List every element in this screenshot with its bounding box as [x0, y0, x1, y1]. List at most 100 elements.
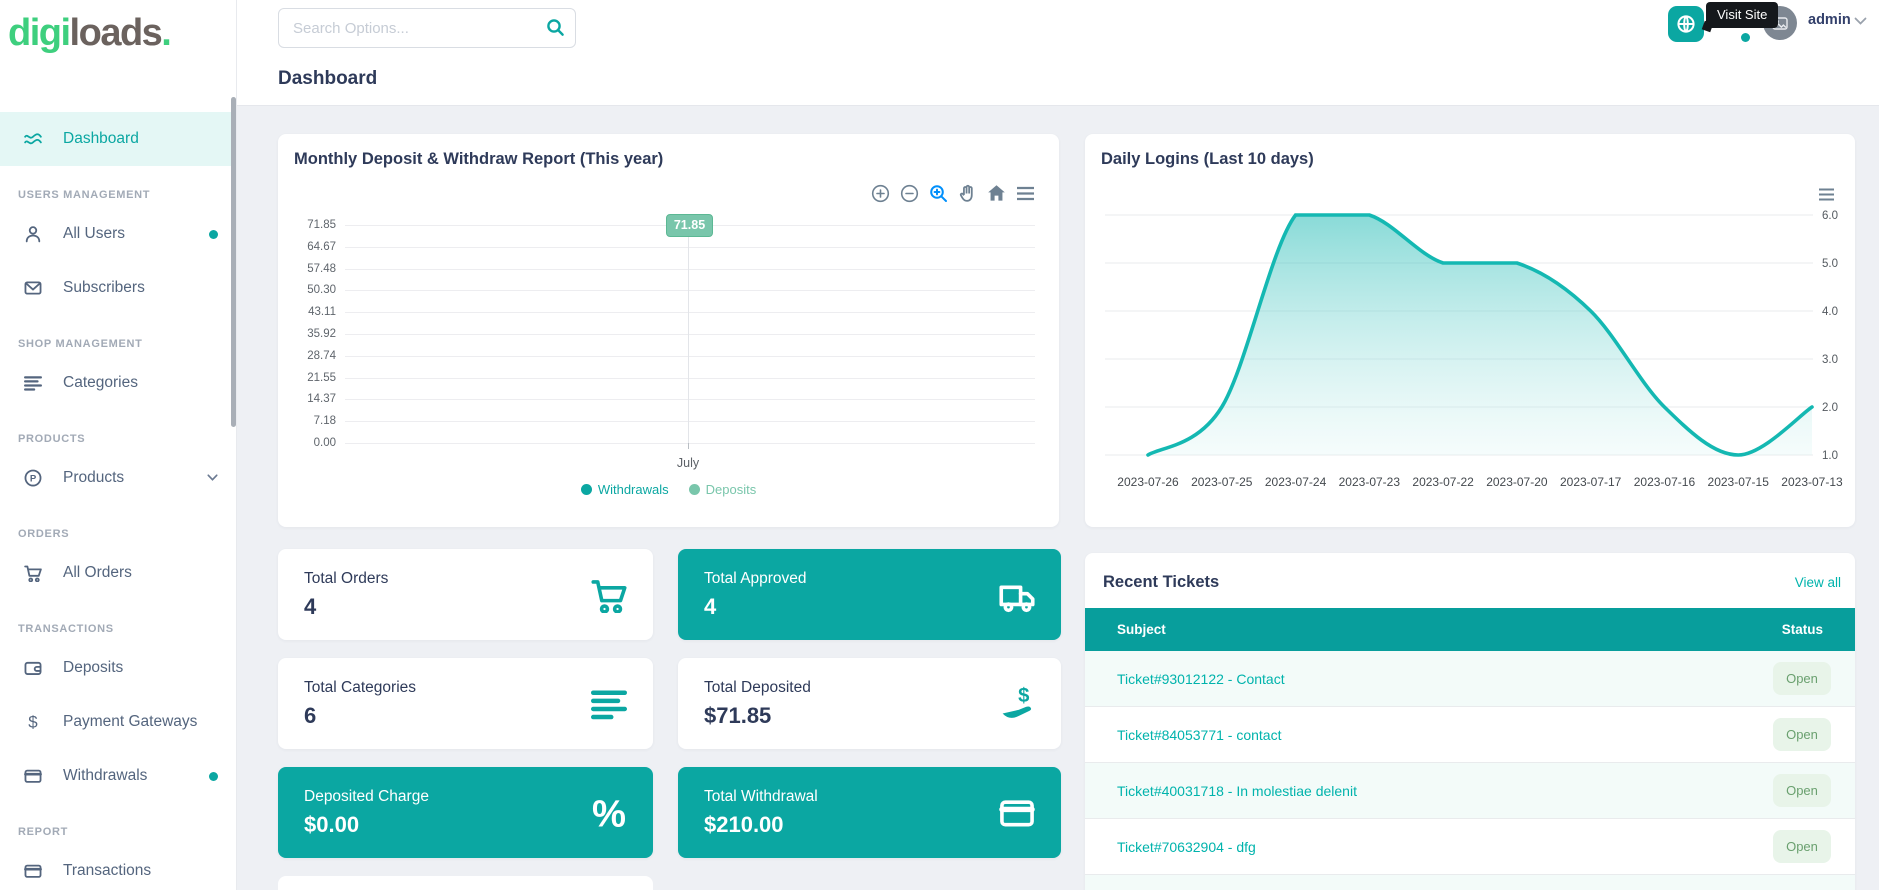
selection-zoom-icon[interactable]	[929, 184, 948, 203]
logo[interactable]: digiloads.	[8, 12, 172, 55]
gridline	[345, 443, 1035, 444]
sidebar-scrollbar[interactable]	[231, 97, 236, 427]
visit-site-button[interactable]	[1668, 6, 1704, 42]
y-axis-tick-label: 7.18	[313, 415, 336, 428]
mail-icon	[24, 279, 42, 297]
x-axis-tick-label: 2023-07-16	[1634, 475, 1696, 489]
percent-icon: %	[591, 795, 627, 831]
sidebar-item-label: All Orders	[63, 564, 132, 581]
sidebar: digiloads. Dashboard USERS MANAGEMENT All …	[0, 0, 237, 890]
area-fill	[1148, 215, 1812, 455]
daily-logins-plot: 6.0 5.0 4.0 3.0 2.0 1.0 2023-07-26 2023-07-25 20…	[1105, 210, 1843, 489]
stat-card-total-withdrawal: Total Withdrawal $210.00	[678, 767, 1061, 858]
sidebar-nav: Dashboard USERS MANAGEMENT All Users Subscr…	[0, 112, 236, 890]
sidebar-item-categories[interactable]: Categories	[0, 356, 236, 410]
y-axis-tick-label: 21.55	[307, 371, 336, 384]
stat-card-deposited-charge: Deposited Charge $0.00%	[278, 767, 653, 858]
ticket-subject-link[interactable]: Ticket#84053771 - contact	[1117, 726, 1282, 743]
menu-icon[interactable]	[1818, 188, 1835, 201]
monthly-report-plot: 71.85 64.67 57.48 50.30 43.11 35.92 28.74 21.55…	[278, 134, 1059, 527]
x-axis-tick-label: 2023-07-26	[1117, 475, 1179, 489]
ticket-subject-link[interactable]: Ticket#70632904 - dfg	[1117, 838, 1256, 855]
y-axis-tick-label: 50.30	[307, 284, 336, 297]
ticket-subject-link[interactable]: Ticket#40031718 - In molestiae delenit	[1117, 782, 1357, 799]
legend-item-withdrawals[interactable]: Withdrawals	[580, 482, 669, 497]
x-axis-label: July	[676, 456, 700, 470]
x-axis-tick-label: 2023-07-24	[1265, 475, 1327, 489]
sidebar-item-label: Deposits	[63, 659, 124, 676]
notification-dot	[1741, 33, 1750, 42]
zoom-out-icon[interactable]	[900, 184, 919, 203]
card-icon	[24, 767, 42, 785]
svg-text:$: $	[28, 713, 38, 731]
pan-hand-icon[interactable]	[958, 184, 977, 203]
sidebar-item-dashboard[interactable]: Dashboard	[0, 112, 236, 166]
username[interactable]: admin	[1808, 12, 1851, 28]
svg-text:%: %	[592, 795, 626, 831]
stat-value: $71.85	[704, 702, 772, 728]
gridline	[345, 421, 1035, 423]
ticket-subject-link[interactable]: Ticket#93012122 - Contact	[1117, 670, 1285, 687]
sidebar-item-label: Categories	[63, 374, 138, 391]
chevron-down-icon	[207, 474, 218, 482]
notification-dot	[209, 229, 218, 239]
sidebar-item-subscribers[interactable]: Subscribers	[0, 261, 236, 315]
sidebar-item-label: Subscribers	[63, 279, 145, 296]
sidebar-item-withdrawals[interactable]: Withdrawals	[0, 749, 236, 803]
stat-card-total-orders: Total Orders 4	[278, 549, 653, 640]
sidebar-item-label: Transactions	[63, 862, 152, 879]
y-axis-tick-label: 71.85	[307, 219, 336, 231]
status-badge: Open	[1773, 718, 1831, 751]
sidebar-item-all-users[interactable]: All Users	[0, 207, 236, 261]
view-all-link[interactable]: View all	[1794, 575, 1841, 590]
search-input[interactable]	[291, 9, 535, 47]
sidebar-section-title: ORDERS	[18, 528, 70, 540]
stat-value: $0.00	[304, 811, 360, 837]
stat-label: Total Categories	[304, 678, 417, 696]
x-axis-tick-label: 2023-07-15	[1708, 475, 1770, 489]
truck-icon	[999, 577, 1035, 613]
tickets-table-body: Ticket#93012122 - Contact Open Ticket#8405…	[1085, 651, 1855, 890]
stat-value: 4	[304, 593, 317, 619]
menu-icon[interactable]	[1016, 184, 1035, 203]
ticket-row-partial	[1085, 875, 1855, 890]
ticket-row: Ticket#70632904 - dfg Open	[1085, 819, 1855, 875]
legend-item-deposits[interactable]: Deposits	[688, 482, 756, 497]
partial-card	[278, 876, 653, 890]
stat-label: Total Deposited	[704, 678, 811, 696]
chevron-down-icon[interactable]	[1854, 17, 1867, 26]
y-axis-tick-label: 3.0	[1822, 354, 1838, 366]
sidebar-item-deposits[interactable]: Deposits	[0, 641, 236, 695]
stat-label: Total Orders	[304, 569, 389, 587]
logo-dot: .	[161, 12, 172, 54]
logo-text-green: digi	[8, 12, 71, 54]
column-subject: Subject	[1117, 622, 1166, 637]
sidebar-item-all-orders[interactable]: All Orders	[0, 546, 236, 600]
card-icon	[24, 862, 42, 880]
y-axis-tick-label: 6.0	[1822, 210, 1838, 222]
y-axis-tick-label: 43.11	[308, 306, 336, 319]
sidebar-item-payment-gateways[interactable]: $ Payment Gateways	[0, 695, 236, 749]
zoom-in-icon[interactable]	[871, 184, 890, 203]
monthly-report-card: Monthly Deposit & Withdraw Report (This …	[278, 134, 1059, 527]
sidebar-item-products[interactable]: P Products	[0, 451, 236, 505]
x-axis-tick-label: 2023-07-20	[1486, 475, 1548, 489]
notification-dot	[209, 771, 218, 781]
stat-card-total-categories: Total Categories 6	[278, 658, 653, 749]
stat-cards-grid: Total Orders 4 Total Approved 4 Total Catego…	[278, 549, 1061, 858]
home-icon[interactable]	[987, 184, 1006, 203]
gridline	[345, 334, 1035, 335]
sidebar-section-title: SHOP MANAGEMENT	[18, 338, 143, 350]
search-icon[interactable]	[546, 18, 565, 37]
status-badge: Open	[1773, 662, 1831, 695]
stat-label: Deposited Charge	[304, 787, 429, 805]
monthly-report-title: Monthly Deposit & Withdraw Report (This …	[294, 150, 664, 168]
x-axis-tick-label: 2023-07-17	[1560, 475, 1622, 489]
status-badge: Open	[1773, 774, 1831, 807]
ticket-row: Ticket#84053771 - contact Open	[1085, 707, 1855, 763]
ticket-row: Ticket#40031718 - In molestiae delenit Op…	[1085, 763, 1855, 819]
sidebar-section-title: PRODUCTS	[18, 433, 86, 445]
sidebar-item-transactions[interactable]: Transactions	[0, 844, 236, 890]
x-axis-tick-label: 2023-07-22	[1412, 475, 1474, 489]
